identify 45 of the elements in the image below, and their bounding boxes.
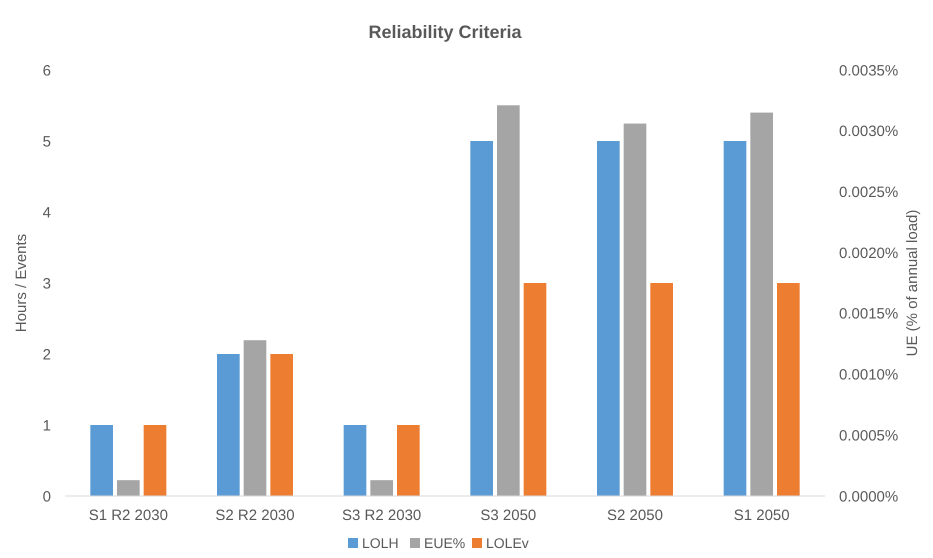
bar — [650, 283, 673, 496]
legend-label: EUE% — [424, 535, 466, 551]
y2-tick-label: 0.0035% — [839, 62, 898, 80]
y-tick-label: 5 — [42, 133, 51, 150]
bar — [497, 105, 520, 496]
x-tick-label: S3 R2 2030 — [342, 507, 422, 524]
y-tick-label: 4 — [42, 204, 51, 222]
y-tick-label: 1 — [42, 417, 51, 434]
x-tick-label: S1 R2 2030 — [88, 507, 168, 524]
y-tick-label: 6 — [42, 62, 51, 80]
bar — [117, 480, 140, 496]
bar — [397, 425, 420, 496]
x-tick-label: S2 R2 2030 — [215, 507, 295, 524]
y2-axis-title: UE (% of annual load) — [904, 210, 921, 356]
x-tick-label: S1 2050 — [734, 507, 790, 524]
bar — [90, 425, 113, 496]
y2-tick-label: 0.0000% — [839, 488, 898, 506]
legend-label: LOLEv — [486, 535, 529, 551]
bar — [370, 480, 393, 496]
bar — [217, 354, 240, 496]
y-tick-label: 0 — [42, 488, 51, 506]
y2-tick-label: 0.0005% — [839, 427, 898, 444]
chart-title: Reliability Criteria — [368, 22, 523, 42]
y-tick-label: 3 — [42, 275, 51, 292]
x-tick-label: S2 2050 — [607, 507, 663, 524]
y2-tick-label: 0.0030% — [839, 123, 898, 140]
bar — [270, 354, 293, 496]
y2-tick-label: 0.0020% — [839, 244, 898, 262]
bar — [777, 283, 800, 496]
y2-tick-label: 0.0015% — [839, 306, 898, 323]
bar — [144, 425, 166, 496]
y-tick-label: 2 — [42, 346, 51, 364]
bar — [624, 124, 646, 496]
bar — [244, 340, 266, 496]
y-axis-title: Hours / Events — [13, 234, 30, 332]
bar — [750, 112, 773, 496]
legend-label: LOLH — [362, 535, 399, 551]
bar — [524, 283, 546, 496]
bar — [470, 141, 493, 496]
x-tick-label: S3 2050 — [480, 507, 536, 524]
bar — [597, 141, 620, 496]
y2-tick-label: 0.0010% — [839, 366, 898, 384]
bar — [724, 141, 746, 496]
bar — [344, 425, 366, 496]
y2-tick-label: 0.0025% — [839, 184, 898, 201]
